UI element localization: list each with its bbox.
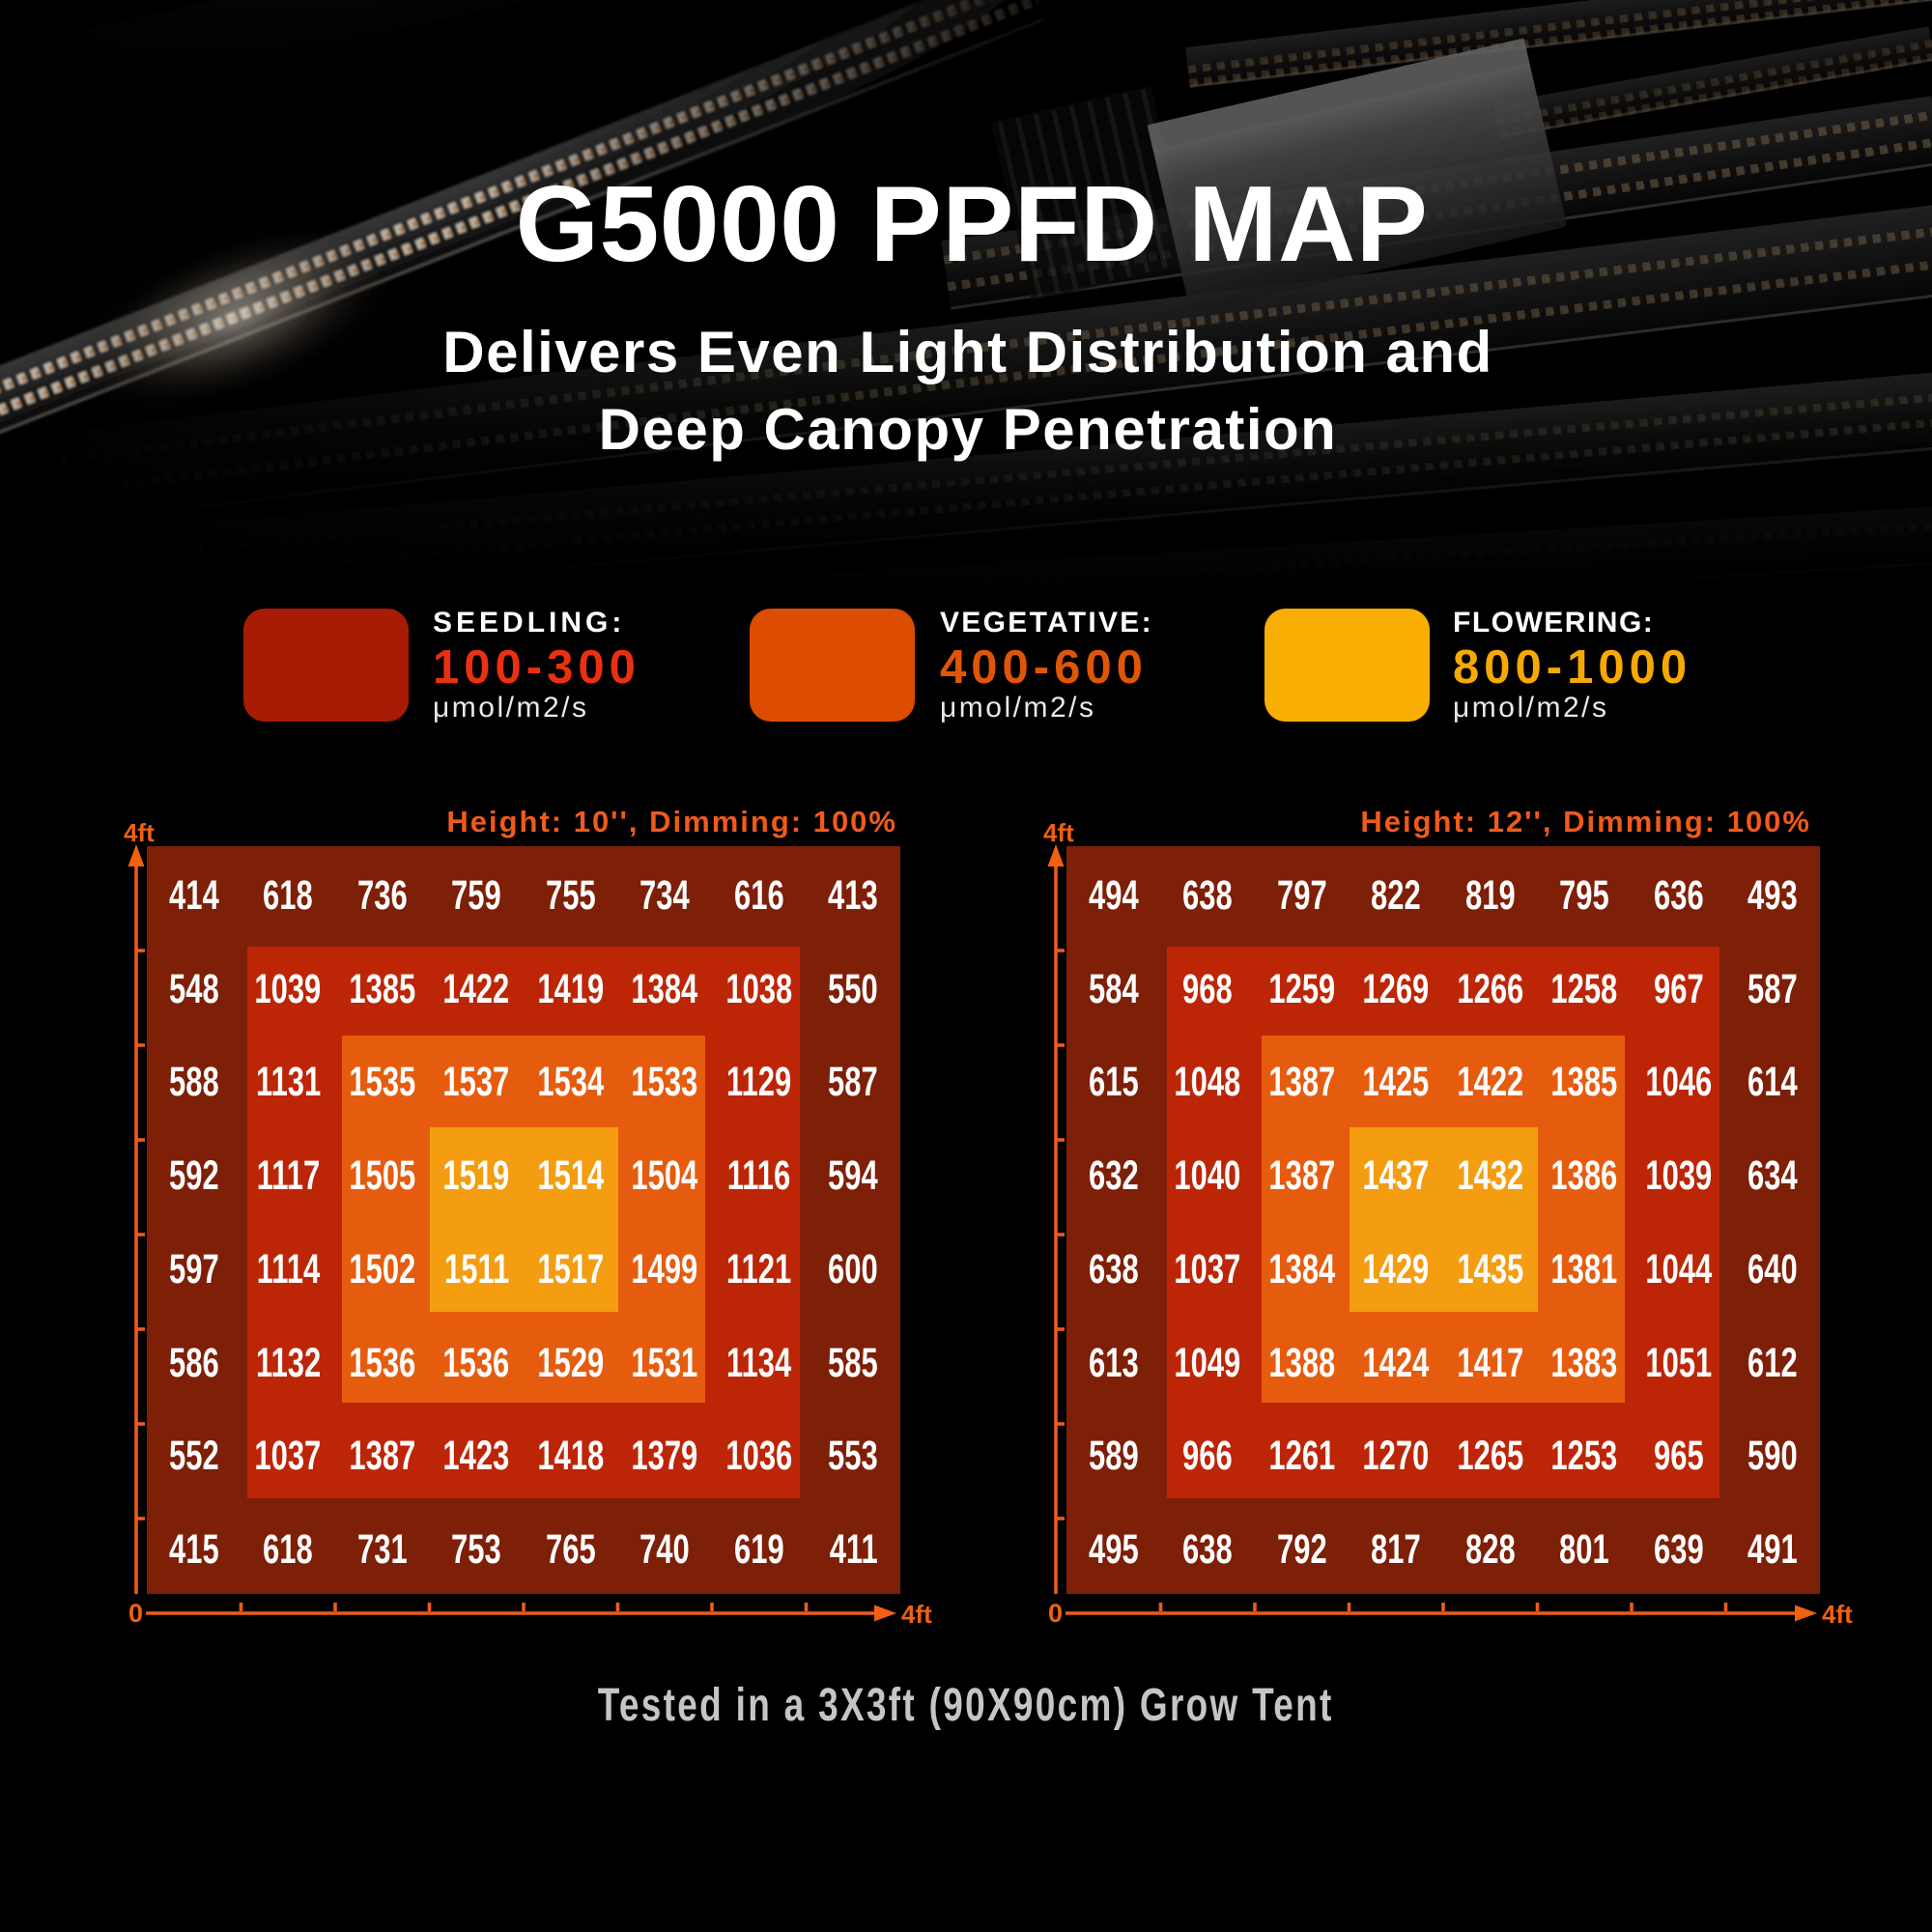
svg-text:4ft: 4ft [1043, 818, 1074, 847]
svg-text:4ft: 4ft [1822, 1600, 1853, 1629]
svg-text:0: 0 [128, 1599, 143, 1628]
svg-text:4ft: 4ft [124, 818, 155, 847]
svg-text:4ft: 4ft [901, 1600, 932, 1629]
svg-text:0: 0 [1048, 1599, 1063, 1628]
